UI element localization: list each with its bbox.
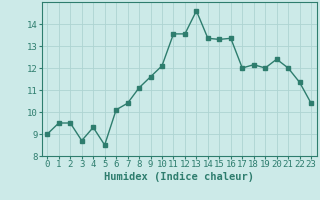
X-axis label: Humidex (Indice chaleur): Humidex (Indice chaleur) — [104, 172, 254, 182]
